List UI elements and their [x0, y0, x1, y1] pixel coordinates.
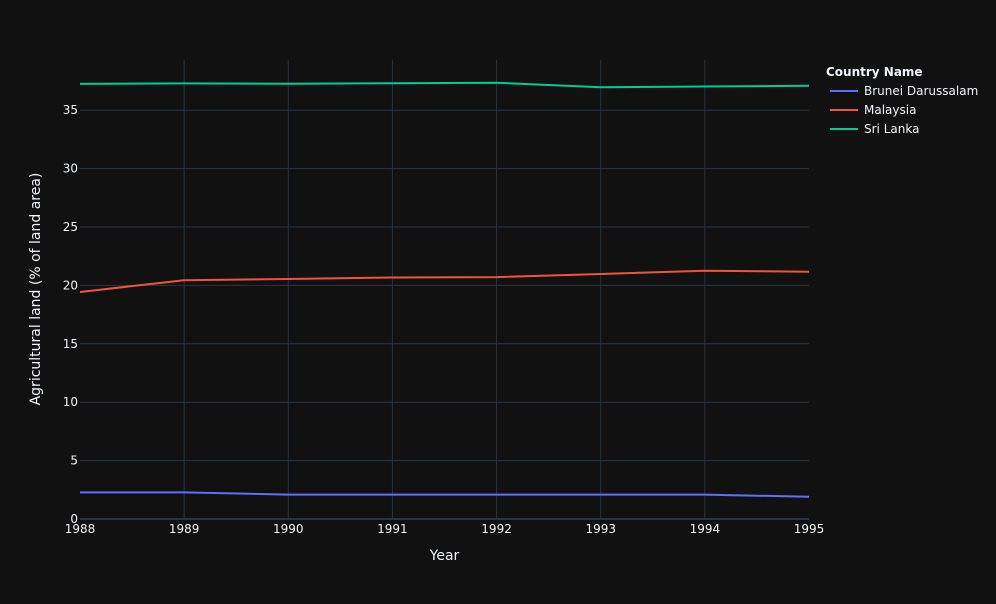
series-line-sri-lanka[interactable]	[79, 81, 810, 89]
grid	[80, 60, 809, 520]
legend-item-malaysia[interactable]: Malaysia	[830, 103, 916, 117]
legend-label: Brunei Darussalam	[864, 84, 978, 98]
x-tick-label: 1989	[169, 522, 200, 536]
x-tick-label: 1995	[794, 522, 825, 536]
y-tick-label: 5	[70, 454, 78, 468]
series-lines	[79, 81, 810, 498]
x-tick-label: 1990	[273, 522, 304, 536]
legend-title: Country Name	[826, 65, 923, 79]
legend[interactable]: Country Name Brunei Darussalam Malaysia Sr…	[826, 65, 978, 136]
legend-item-brunei-darussalam[interactable]: Brunei Darussalam	[830, 84, 978, 98]
legend-label: Sri Lanka	[864, 122, 919, 136]
legend-item-sri-lanka[interactable]: Sri Lanka	[830, 122, 919, 136]
y-tick-label: 0	[70, 512, 78, 526]
legend-label: Malaysia	[864, 103, 916, 117]
x-axis-title: Year	[429, 548, 460, 564]
x-tick-label: 1993	[585, 522, 616, 536]
x-tick-label: 1991	[377, 522, 408, 536]
axes: 0 5 10 15 20 25 30 35 1988 1989 1990 1991 1992 1993 19…	[63, 103, 825, 536]
series-line-malaysia[interactable]	[79, 269, 810, 293]
legend-items[interactable]: Brunei Darussalam Malaysia Sri Lanka	[830, 84, 978, 136]
x-tick-label: 1988	[65, 522, 96, 536]
x-tick-label: 1994	[690, 522, 721, 536]
series-line-brunei-darussalam[interactable]	[80, 491, 810, 498]
y-tick-label: 25	[63, 220, 78, 234]
y-tick-label: 30	[63, 162, 78, 176]
y-tick-label: 35	[63, 103, 78, 117]
x-tick-label: 1992	[481, 522, 512, 536]
y-tick-label: 15	[63, 337, 78, 351]
y-axis-title: Agricultural land (% of land area)	[28, 173, 44, 406]
y-tick-label: 10	[63, 395, 78, 409]
y-tick-label: 20	[63, 278, 78, 292]
